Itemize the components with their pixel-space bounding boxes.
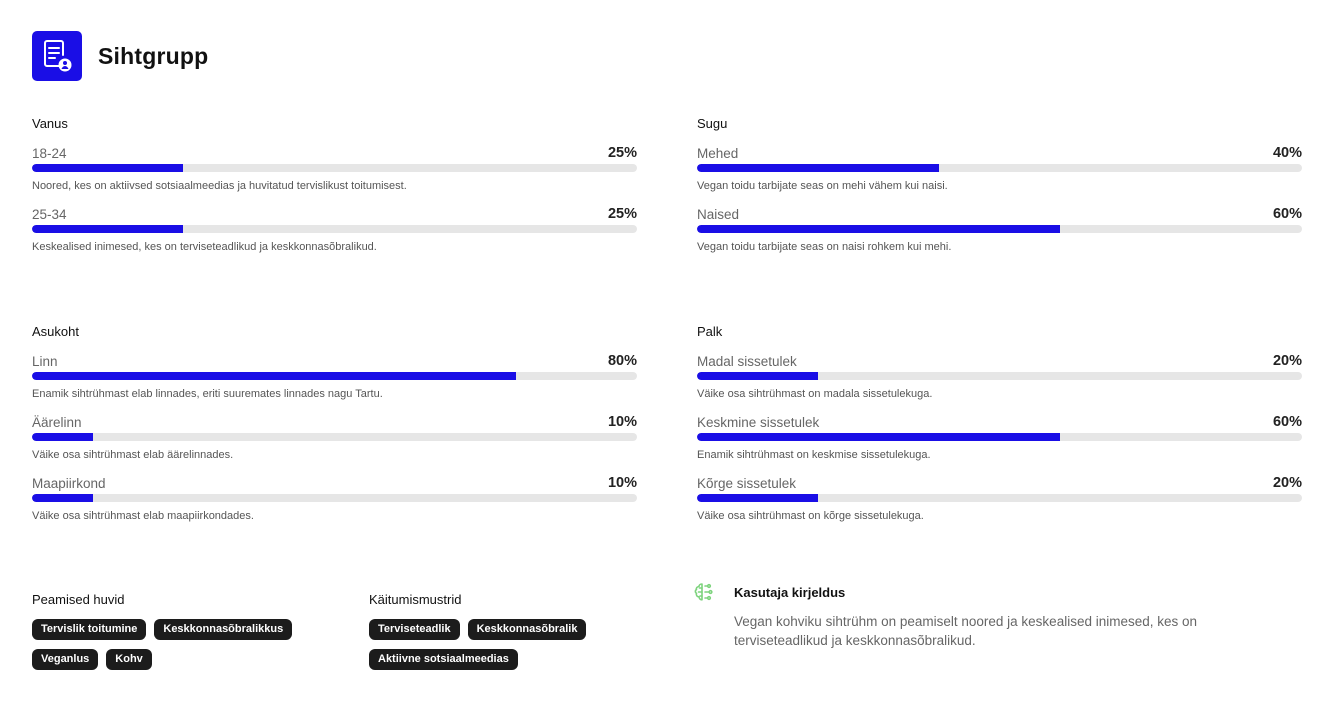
progress-bar (697, 164, 1302, 172)
progress-fill (697, 372, 818, 380)
section-location: Asukoht Linn 80% Enamik sihtrühmast elab… (32, 324, 637, 523)
stat-label: Äärelinn (32, 415, 82, 430)
stat-description: Vegan toidu tarbijate seas on mehi vähem… (697, 180, 948, 192)
tag-chip: Aktiivne sotsiaalmeedias (369, 649, 518, 670)
stat-description: Vegan toidu tarbijate seas on naisi rohk… (697, 241, 952, 253)
stat-percent: 60% (1272, 414, 1302, 430)
stat-percent: 25% (607, 206, 637, 222)
stat-item: Linn 80% Enamik sihtrühmast elab linnade… (32, 352, 637, 401)
interests-title: Peamised huvid (32, 592, 125, 607)
stat-description: Väike osa sihtrühmast on madala sissetul… (697, 388, 933, 400)
section-title: Sugu (697, 116, 728, 131)
progress-bar (697, 225, 1302, 233)
persona-title: Kasutaja kirjeldus (734, 584, 846, 600)
stat-item: 25-34 25% Keskealised inimesed, kes on t… (32, 205, 637, 254)
tag-chip: Terviseteadlik (369, 619, 460, 640)
progress-fill (697, 164, 939, 172)
section-title: Vanus (32, 116, 68, 131)
behaviors-tags: Terviseteadlik Keskkonnasõbralik Aktiivn… (369, 619, 609, 670)
stat-item: Äärelinn 10% Väike osa sihtrühmast elab … (32, 413, 637, 462)
stat-item: Keskmine sissetulek 60% Enamik sihtrühma… (697, 413, 1302, 462)
progress-bar (697, 372, 1302, 380)
stat-percent: 10% (607, 475, 637, 491)
brain-icon (692, 581, 714, 603)
stat-label: Maapiirkond (32, 476, 106, 491)
persona-description: Vegan kohviku sihtrühm on peamiselt noor… (734, 614, 1198, 648)
stat-item: Naised 60% Vegan toidu tarbijate seas on… (697, 205, 1302, 254)
stat-description: Väike osa sihtrühmast elab äärelinnades. (32, 449, 234, 461)
progress-fill (32, 494, 93, 502)
progress-fill (32, 433, 93, 441)
section-gender: Sugu Mehed 40% Vegan toidu tarbijate sea… (697, 116, 1302, 254)
interests-block: Peamised huvid Tervislik toitumine Keskk… (32, 592, 332, 670)
stat-label: Madal sissetulek (697, 354, 797, 369)
section-title: Asukoht (32, 324, 79, 339)
tag-chip: Kohv (106, 649, 152, 670)
stat-item: Mehed 40% Vegan toidu tarbijate seas on … (697, 144, 1302, 193)
stat-percent: 25% (607, 145, 637, 161)
progress-fill (32, 225, 184, 233)
progress-fill (697, 433, 1060, 441)
stat-description: Enamik sihtrühmast on keskmise sissetule… (697, 449, 931, 461)
stat-item: Madal sissetulek 20% Väike osa sihtrühma… (697, 352, 1302, 401)
tag-chip: Tervislik toitumine (32, 619, 147, 640)
stat-item: Kõrge sissetulek 20% Väike osa sihtrühma… (697, 474, 1302, 523)
stat-label: Mehed (697, 146, 739, 161)
persona-block: Kasutaja kirjeldus Vegan kohviku sihtrüh… (692, 581, 1302, 650)
progress-bar (32, 433, 637, 441)
progress-bar (32, 494, 637, 502)
stat-description: Noored, kes on aktiivsed sotsiaalmeedias… (32, 180, 407, 192)
section-age: Vanus 18-24 25% Noored, kes on aktiivsed… (32, 116, 637, 254)
progress-bar (697, 433, 1302, 441)
stat-label: 25-34 (32, 207, 67, 222)
page-title: Sihtgrupp (98, 42, 209, 69)
stat-description: Enamik sihtrühmast elab linnades, eriti … (32, 388, 383, 400)
page-header: Sihtgrupp (32, 31, 208, 81)
tag-chip: Veganlus (32, 649, 99, 670)
interests-tags: Tervislik toitumine Keskkonnasõbralikkus… (32, 619, 332, 670)
stat-percent: 40% (1272, 145, 1302, 161)
stat-percent: 10% (607, 414, 637, 430)
progress-fill (32, 372, 516, 380)
progress-fill (697, 225, 1060, 233)
behaviors-block: Käitumismustrid Terviseteadlik Keskkonna… (369, 592, 609, 670)
stat-description: Väike osa sihtrühmast elab maapiirkondad… (32, 510, 254, 522)
stat-label: 18-24 (32, 146, 67, 161)
stat-percent: 20% (1272, 475, 1302, 491)
progress-bar (32, 372, 637, 380)
tag-chip: Keskkonnasõbralikkus (154, 619, 293, 640)
tag-chip: Keskkonnasõbralik (467, 619, 587, 640)
stat-description: Keskealised inimesed, kes on tervisetead… (32, 241, 377, 253)
progress-fill (697, 494, 818, 502)
stat-label: Keskmine sissetulek (697, 415, 820, 430)
progress-bar (32, 164, 637, 172)
stat-percent: 20% (1272, 353, 1302, 369)
document-user-icon (32, 31, 82, 81)
stat-description: Väike osa sihtrühmast on kõrge sissetule… (697, 510, 924, 522)
behaviors-title: Käitumismustrid (369, 592, 462, 607)
progress-bar (32, 225, 637, 233)
stat-percent: 80% (607, 353, 637, 369)
stat-item: 18-24 25% Noored, kes on aktiivsed sotsi… (32, 144, 637, 193)
stat-label: Linn (32, 354, 58, 369)
section-title: Palk (697, 324, 723, 339)
progress-fill (32, 164, 184, 172)
stat-label: Kõrge sissetulek (697, 476, 797, 491)
section-income: Palk Madal sissetulek 20% Väike osa siht… (697, 324, 1302, 523)
stat-label: Naised (697, 207, 740, 222)
stat-percent: 60% (1272, 206, 1302, 222)
stat-item: Maapiirkond 10% Väike osa sihtrühmast el… (32, 474, 637, 523)
progress-bar (697, 494, 1302, 502)
